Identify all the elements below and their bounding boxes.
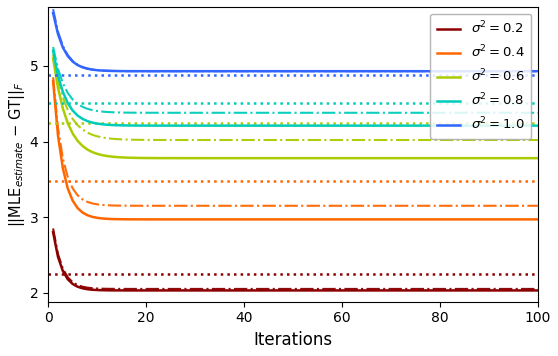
X-axis label: Iterations: Iterations — [253, 331, 333, 349]
Legend: $\sigma^2 = 0.2$, $\sigma^2 = 0.4$, $\sigma^2 = 0.6$, $\sigma^2 = 0.8$, $\sigma^: $\sigma^2 = 0.2$, $\sigma^2 = 0.4$, $\si… — [430, 14, 531, 139]
Y-axis label: ||MLE$_{estimate}$ $-$ GT||$_F$: ||MLE$_{estimate}$ $-$ GT||$_F$ — [7, 82, 27, 227]
